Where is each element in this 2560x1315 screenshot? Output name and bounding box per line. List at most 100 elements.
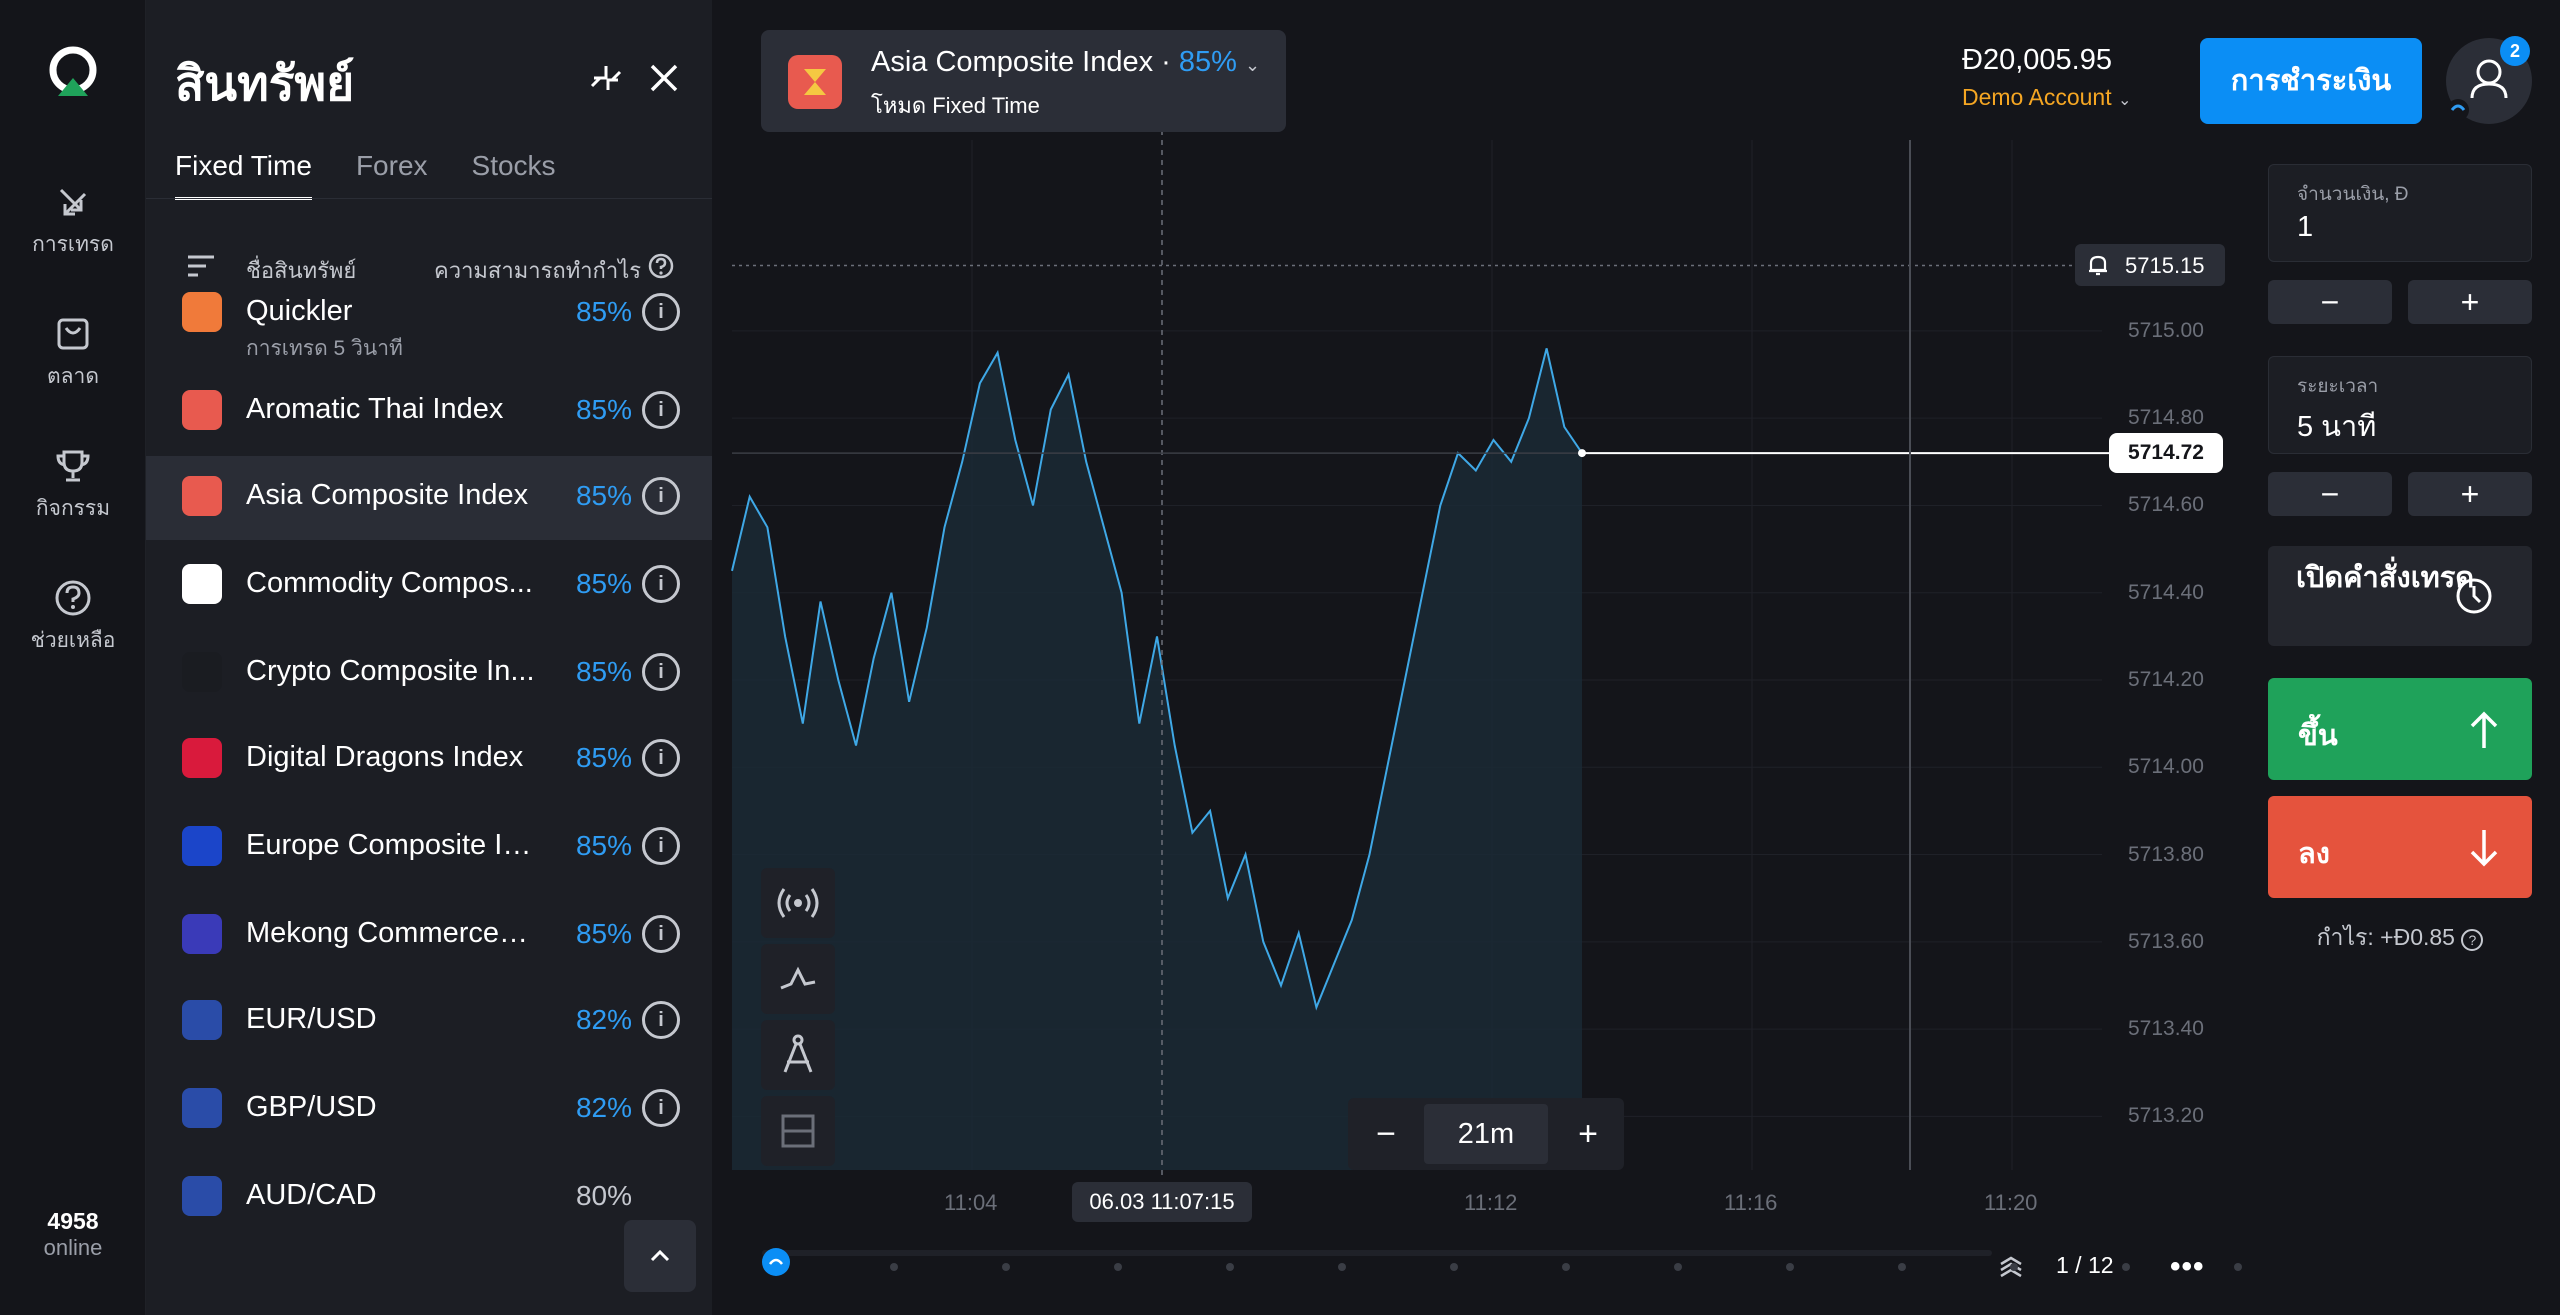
y-tick-label: 5713.60 bbox=[2128, 929, 2204, 953]
asset-row[interactable]: Commodity Compos... 85% i bbox=[146, 544, 712, 628]
duration-decrease-button[interactable]: − bbox=[2268, 472, 2392, 516]
selected-asset-mode: โหมด Fixed Time bbox=[871, 93, 1040, 118]
shopping-bag-icon bbox=[57, 318, 89, 350]
duration-value[interactable]: 5 นาที bbox=[2297, 411, 2377, 443]
up-button[interactable]: ขึ้น bbox=[2268, 678, 2532, 780]
clock-icon bbox=[2456, 578, 2492, 614]
asset-row[interactable]: EUR/USD 82% i bbox=[146, 980, 712, 1064]
asset-row[interactable]: Aromatic Thai Index 85% i bbox=[146, 370, 712, 454]
help-circle-icon[interactable]: ? bbox=[2461, 929, 2484, 951]
timeline-tick bbox=[1786, 1263, 1794, 1271]
asset-name: Quickler bbox=[246, 295, 353, 327]
info-icon[interactable]: i bbox=[642, 1089, 680, 1127]
brand-logo-icon[interactable] bbox=[44, 46, 102, 104]
tab-stocks[interactable]: Stocks bbox=[471, 150, 556, 181]
zoom-out-button[interactable]: − bbox=[1376, 1115, 1396, 1153]
y-tick-label: 5713.40 bbox=[2128, 1017, 2204, 1041]
deposit-button[interactable]: การชำระเงิน bbox=[2200, 38, 2422, 124]
online-count: 4958 online bbox=[0, 1208, 146, 1261]
timeline-tick bbox=[1450, 1263, 1458, 1271]
asset-icon bbox=[182, 826, 222, 866]
asset-icon bbox=[182, 564, 222, 604]
info-icon[interactable]: i bbox=[642, 739, 680, 777]
asset-row[interactable]: Mekong Commerce I... 85% i bbox=[146, 894, 712, 978]
tab-forex[interactable]: Forex bbox=[355, 150, 428, 181]
zoom-in-button[interactable]: + bbox=[1578, 1115, 1598, 1153]
user-icon bbox=[2447, 59, 2508, 121]
layout-tool-button[interactable] bbox=[761, 1096, 835, 1166]
asset-profit-pct: 85% bbox=[575, 568, 632, 599]
compass-icon bbox=[783, 1034, 813, 1073]
chart-scrollbar[interactable] bbox=[762, 1250, 1992, 1256]
asset-row[interactable]: Asia Composite Index 85% i bbox=[146, 456, 712, 540]
info-icon[interactable]: i bbox=[642, 293, 680, 331]
current-price-tag: 5714.72 bbox=[2109, 433, 2223, 474]
arrow-up-icon bbox=[2470, 711, 2498, 748]
timeline-tick bbox=[1898, 1263, 1906, 1271]
asset-row[interactable]: Quickler การเทรด 5 วินาที 85% i bbox=[146, 290, 712, 400]
trophy-icon bbox=[56, 450, 90, 482]
account-balance[interactable]: Đ20,005.95 bbox=[1962, 44, 2112, 76]
collapse-icon[interactable] bbox=[586, 58, 626, 98]
price-chart[interactable] bbox=[712, 0, 2265, 1315]
timeline-tick bbox=[1114, 1263, 1122, 1271]
asset-row[interactable]: GBP/USD 82% i bbox=[146, 1068, 712, 1152]
timeline-tick bbox=[1226, 1263, 1234, 1271]
duration-increase-button[interactable]: + bbox=[2408, 472, 2532, 516]
down-button[interactable]: ลง bbox=[2268, 796, 2532, 898]
price-alert-tag[interactable]: 5715.15 bbox=[2075, 244, 2225, 287]
amount-decrease-button[interactable]: − bbox=[2268, 280, 2392, 324]
amount-value[interactable]: 1 bbox=[2297, 211, 2314, 243]
account-type-selector[interactable]: Demo Account ⌄ bbox=[1962, 84, 2131, 111]
timeline-tick bbox=[1674, 1263, 1682, 1271]
asset-row[interactable]: Digital Dragons Index 85% i bbox=[146, 718, 712, 802]
info-icon[interactable]: i bbox=[642, 915, 680, 953]
arrow-down-icon bbox=[2470, 830, 2498, 867]
rail-item-trade[interactable]: การเทรด bbox=[0, 182, 146, 261]
chart-line-icon bbox=[780, 966, 816, 990]
tabs-divider bbox=[146, 198, 712, 199]
amount-field[interactable]: จำนวนเงิน, Đ 1 bbox=[2268, 164, 2532, 262]
asset-row[interactable]: AUD/CAD 80% bbox=[146, 1156, 712, 1240]
timeline-handle[interactable] bbox=[762, 1248, 790, 1276]
scroll-top-button[interactable] bbox=[624, 1220, 696, 1292]
rail-item-help[interactable]: ช่วยเหลือ bbox=[0, 578, 146, 657]
asset-subtitle: การเทรด 5 วินาที bbox=[246, 337, 403, 360]
column-profitability[interactable]: ความสามารถทำกำไร bbox=[434, 258, 642, 283]
duration-field[interactable]: ระยะเวลา 5 นาที bbox=[2268, 356, 2532, 454]
rail-item-activities[interactable]: กิจกรรม bbox=[0, 446, 146, 525]
help-circle-icon[interactable] bbox=[648, 253, 674, 279]
asset-profit-pct: 85% bbox=[575, 656, 632, 687]
signals-tool-button[interactable] bbox=[761, 868, 835, 938]
indicators-tool-button[interactable] bbox=[761, 944, 835, 1014]
tab-fixed-time[interactable]: Fixed Time bbox=[175, 150, 312, 200]
chart-area[interactable] bbox=[712, 0, 2265, 1315]
column-asset-name[interactable]: ชื่อสินทรัพย์ bbox=[246, 258, 357, 283]
y-tick-label: 5713.80 bbox=[2128, 842, 2204, 866]
asset-selector[interactable]: Asia Composite Index · 85% ⌄ โหมด Fixed … bbox=[761, 30, 1286, 132]
asset-row[interactable]: Europe Composite In... 85% i bbox=[146, 806, 712, 890]
info-icon[interactable]: i bbox=[642, 565, 680, 603]
info-icon[interactable]: i bbox=[642, 477, 680, 515]
online-number: 4958 bbox=[47, 1208, 99, 1234]
profile-avatar[interactable] bbox=[2446, 38, 2532, 124]
amount-increase-button[interactable]: + bbox=[2408, 280, 2532, 324]
asset-row[interactable]: Crypto Composite In... 85% i bbox=[146, 632, 712, 716]
series-area bbox=[732, 348, 1582, 1170]
selected-asset-pct: 85% bbox=[1178, 46, 1237, 78]
info-icon[interactable]: i bbox=[642, 1001, 680, 1039]
open-order-button[interactable]: เปิดคำสั่งเทรด bbox=[2268, 546, 2532, 646]
drawing-tool-button[interactable] bbox=[761, 1020, 835, 1090]
info-icon[interactable]: i bbox=[642, 391, 680, 429]
close-icon[interactable] bbox=[644, 58, 684, 98]
duration-label: ระยะเวลา bbox=[2297, 376, 2379, 397]
info-icon[interactable]: i bbox=[642, 653, 680, 691]
sort-icon[interactable] bbox=[186, 253, 216, 279]
split-view-icon bbox=[781, 1114, 815, 1148]
y-tick-label: 5714.20 bbox=[2128, 668, 2204, 691]
info-icon[interactable]: i bbox=[642, 827, 680, 865]
asset-profit-pct: 85% bbox=[575, 918, 632, 949]
series-line bbox=[731, 348, 1583, 1011]
more-options-button[interactable]: ••• bbox=[2170, 1250, 2205, 1283]
rail-item-market[interactable]: ตลาด bbox=[0, 314, 146, 393]
